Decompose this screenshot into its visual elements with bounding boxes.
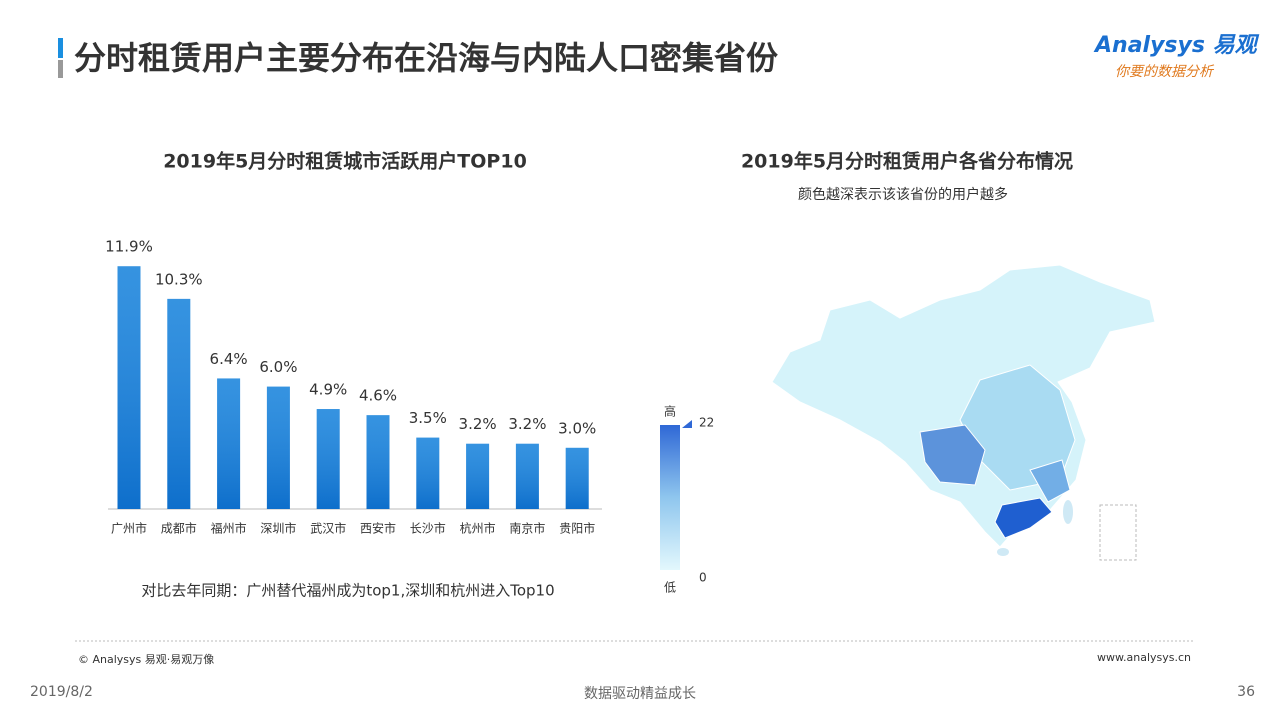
legend-min: 0 bbox=[699, 571, 707, 585]
x-tick-label: 西安市 bbox=[360, 521, 396, 536]
value-label: 3.5% bbox=[409, 409, 447, 427]
bars: 11.9% 广州市 10.3% 成都市 6.4% 福州市 6.0% 深圳市 4.9% 武汉市 4.6… bbox=[105, 238, 596, 536]
bar-shade bbox=[217, 378, 241, 509]
bar-shade bbox=[366, 415, 390, 509]
value-label: 11.9% bbox=[105, 238, 153, 256]
x-tick-label: 武汉市 bbox=[310, 521, 346, 536]
legend-high: 高 bbox=[664, 404, 676, 419]
value-label: 3.0% bbox=[558, 419, 596, 437]
bar-shade bbox=[266, 386, 290, 509]
province bbox=[1029, 459, 1071, 503]
chart-note: 对比去年同期：广州替代福州成为top1,深圳和杭州进入Top10 bbox=[141, 582, 554, 600]
x-tick-label: 贵阳市 bbox=[559, 521, 595, 536]
slide-title: 分时租赁用户主要分布在沿海与内陆人口密集省份 bbox=[74, 39, 778, 77]
map-subtitle: 颜色越深表示该该省份的用户越多 bbox=[798, 186, 1008, 203]
x-tick-label: 广州市 bbox=[111, 521, 147, 536]
page-number: 36 bbox=[1237, 684, 1255, 700]
bar-shade bbox=[316, 409, 340, 509]
island bbox=[997, 548, 1009, 556]
value-label: 6.4% bbox=[210, 350, 248, 368]
value-label: 4.9% bbox=[309, 381, 347, 399]
bar-shade bbox=[515, 443, 539, 509]
legend-low: 低 bbox=[664, 581, 676, 595]
footer-slogan: 数据驱动精益成长 bbox=[584, 686, 696, 702]
x-tick-label: 南京市 bbox=[509, 521, 545, 536]
x-tick-label: 长沙市 bbox=[410, 521, 446, 536]
website: www.analysys.cn bbox=[1097, 651, 1191, 664]
island bbox=[1063, 500, 1073, 524]
legend-gradient bbox=[660, 425, 680, 570]
x-tick-label: 成都市 bbox=[161, 521, 197, 536]
province bbox=[994, 497, 1053, 539]
map bbox=[771, 264, 1156, 561]
x-tick-label: 深圳市 bbox=[260, 521, 296, 536]
province bbox=[919, 424, 986, 486]
accent bbox=[58, 60, 63, 78]
logo-slogan: 你要的数据分析 bbox=[1115, 64, 1215, 80]
copyright: © Analysys 易观·易观万像 bbox=[78, 653, 214, 666]
bar-shade bbox=[167, 298, 191, 509]
bar-shade bbox=[466, 443, 490, 509]
logo-brand: Analysys 易观 bbox=[1093, 33, 1260, 58]
value-label: 10.3% bbox=[155, 270, 203, 288]
inset-box bbox=[1099, 504, 1137, 561]
bar-shade bbox=[117, 266, 141, 509]
bar-shade bbox=[416, 437, 440, 509]
legend-handle bbox=[682, 420, 692, 428]
accent bbox=[58, 38, 63, 58]
value-label: 3.2% bbox=[508, 415, 546, 433]
chart-title: 2019年5月分时租赁城市活跃用户TOP10 bbox=[163, 150, 527, 173]
x-tick-label: 福州市 bbox=[211, 521, 247, 536]
x-tick-label: 杭州市 bbox=[460, 521, 496, 536]
bar-shade bbox=[565, 447, 589, 509]
country bbox=[771, 264, 1156, 548]
date: 2019/8/2 bbox=[30, 684, 93, 700]
value-label: 3.2% bbox=[459, 415, 497, 433]
legend-max: 22 bbox=[699, 416, 714, 430]
map-title: 2019年5月分时租赁用户各省分布情况 bbox=[741, 150, 1073, 173]
value-label: 4.6% bbox=[359, 387, 397, 405]
value-label: 6.0% bbox=[259, 358, 297, 376]
